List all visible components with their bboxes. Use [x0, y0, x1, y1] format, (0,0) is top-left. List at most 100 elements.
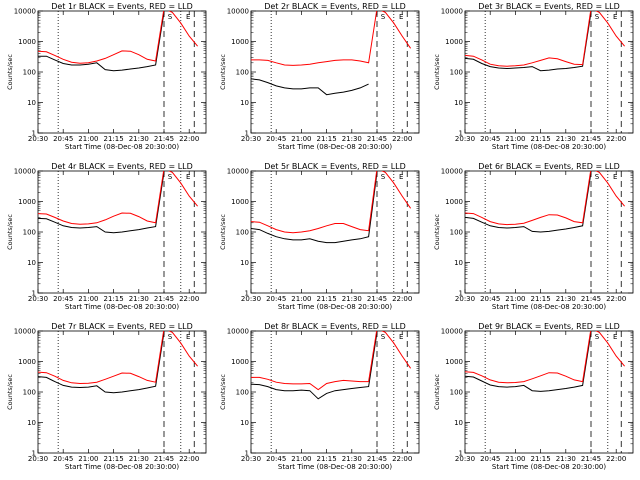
- chart-title: Det 6r BLACK = Events, RED = LLD: [478, 162, 620, 171]
- x-tick-label: 21:30: [342, 295, 362, 303]
- x-tick-label: 21:45: [581, 295, 601, 303]
- chart-title: Det 7r BLACK = Events, RED = LLD: [51, 322, 193, 331]
- chart-title: Det 5r BLACK = Events, RED = LLD: [264, 162, 406, 171]
- chart-title: Det 9r BLACK = Events, RED = LLD: [478, 322, 620, 331]
- y-tick-label: 100: [236, 229, 249, 237]
- y-tick-label: 10: [240, 259, 249, 267]
- x-tick-label: 21:00: [505, 135, 525, 143]
- y-tick-label: 100: [236, 389, 249, 397]
- x-tick-label: 22:00: [606, 455, 626, 463]
- series-line-events: [465, 12, 592, 72]
- chart-panel-7: Det 7r BLACK = Events, RED = LLD 1 10 100 10…: [6, 322, 207, 471]
- chart-title: Det 2r BLACK = Events, RED = LLD: [264, 2, 406, 11]
- x-axis-label: Start Time (08-Dec-08 20:30:00): [492, 303, 606, 311]
- x-tick-label: 21:00: [291, 455, 311, 463]
- series-line-events: [38, 332, 165, 394]
- y-tick-label: 1: [459, 130, 463, 138]
- marker-annotation: E: [399, 13, 403, 21]
- x-tick-label: 21:00: [291, 295, 311, 303]
- y-axis-label: Counts/sec: [6, 214, 14, 250]
- x-tick-label: 21:45: [581, 455, 601, 463]
- chart-title: Det 1r BLACK = Events, RED = LLD: [51, 2, 193, 11]
- x-tick-label: 21:15: [531, 295, 551, 303]
- x-tick-label: 21:00: [505, 455, 525, 463]
- y-tick-label: 10: [27, 259, 36, 267]
- y-tick-label: 10000: [441, 8, 463, 16]
- x-axis-label: Start Time (08-Dec-08 20:30:00): [278, 303, 392, 311]
- x-tick-label: 20:45: [53, 295, 73, 303]
- y-tick-label: 10000: [441, 168, 463, 176]
- x-tick-label: 21:30: [556, 135, 576, 143]
- x-tick-label: 21:30: [342, 135, 362, 143]
- series-line-lld: [465, 171, 625, 226]
- x-tick-label: 21:45: [154, 455, 174, 463]
- x-tick-label: 21:45: [154, 135, 174, 143]
- x-tick-label: 21:30: [129, 295, 149, 303]
- series-line-events: [251, 332, 378, 400]
- marker-annotation: S: [168, 173, 173, 181]
- y-tick-label: 10: [454, 99, 463, 107]
- x-tick-label: 20:45: [266, 295, 286, 303]
- x-tick-label: 20:30: [28, 455, 48, 463]
- x-axis-label: Start Time (08-Dec-08 20:30:00): [278, 143, 392, 151]
- x-tick-label: 20:45: [480, 295, 500, 303]
- marker-annotation: S: [381, 333, 386, 341]
- marker-annotation: E: [399, 173, 403, 181]
- chart-panel-3: Det 3r BLACK = Events, RED = LLD 1 10 100 10…: [433, 2, 634, 151]
- x-tick-label: 21:15: [317, 135, 337, 143]
- chart-panel-5: Det 5r BLACK = Events, RED = LLD 1 10 100 10…: [219, 162, 420, 311]
- x-tick-label: 20:45: [480, 455, 500, 463]
- series-line-events: [465, 332, 592, 392]
- y-tick-label: 10: [240, 99, 249, 107]
- x-tick-label: 21:15: [531, 455, 551, 463]
- y-tick-label: 1: [459, 450, 463, 458]
- x-tick-label: 22:00: [179, 455, 199, 463]
- x-tick-label: 21:45: [154, 295, 174, 303]
- x-tick-label: 21:00: [78, 295, 98, 303]
- chart-title: Det 3r BLACK = Events, RED = LLD: [478, 2, 620, 11]
- y-tick-label: 10000: [441, 328, 463, 336]
- series-line-lld: [251, 11, 412, 66]
- x-tick-label: 21:00: [291, 135, 311, 143]
- x-tick-label: 22:00: [392, 455, 412, 463]
- marker-annotation: E: [186, 173, 190, 181]
- x-tick-label: 20:45: [480, 135, 500, 143]
- y-tick-label: 10000: [14, 168, 36, 176]
- y-tick-label: 10000: [14, 8, 36, 16]
- y-tick-label: 1000: [18, 38, 36, 46]
- y-tick-label: 10000: [227, 168, 249, 176]
- x-tick-label: 20:30: [455, 135, 475, 143]
- x-tick-label: 20:30: [241, 135, 261, 143]
- series-line-events: [251, 172, 378, 244]
- y-tick-label: 1000: [445, 358, 463, 366]
- x-tick-label: 21:30: [129, 455, 149, 463]
- chart-panel-8: Det 8r BLACK = Events, RED = LLD 1 10 100 10…: [219, 322, 420, 471]
- y-axis-label: Counts/sec: [6, 54, 14, 90]
- x-tick-label: 21:30: [556, 295, 576, 303]
- series-line-events: [38, 172, 165, 234]
- marker-annotation: E: [613, 333, 617, 341]
- x-tick-label: 21:30: [129, 135, 149, 143]
- marker-annotation: S: [595, 13, 600, 21]
- x-tick-label: 22:00: [179, 295, 199, 303]
- x-tick-label: 21:30: [342, 455, 362, 463]
- x-tick-label: 20:45: [53, 135, 73, 143]
- x-tick-label: 22:00: [606, 135, 626, 143]
- chart-panel-2: Det 2r BLACK = Events, RED = LLD 1 10 100 10…: [219, 2, 420, 151]
- series-line-events: [465, 172, 592, 233]
- y-tick-label: 100: [236, 69, 249, 77]
- x-tick-label: 22:00: [606, 295, 626, 303]
- y-tick-label: 1: [32, 290, 36, 298]
- y-tick-label: 100: [23, 389, 36, 397]
- y-tick-label: 10000: [227, 328, 249, 336]
- y-tick-label: 100: [23, 229, 36, 237]
- marker-annotation: S: [595, 173, 600, 181]
- y-tick-label: 10: [240, 419, 249, 427]
- x-tick-label: 20:30: [28, 295, 48, 303]
- chart-panel-4: Det 4r BLACK = Events, RED = LLD 1 10 100 10…: [6, 162, 207, 311]
- y-tick-label: 1: [32, 130, 36, 138]
- y-tick-label: 1000: [231, 358, 249, 366]
- x-tick-label: 21:45: [367, 295, 387, 303]
- y-tick-label: 1: [245, 290, 249, 298]
